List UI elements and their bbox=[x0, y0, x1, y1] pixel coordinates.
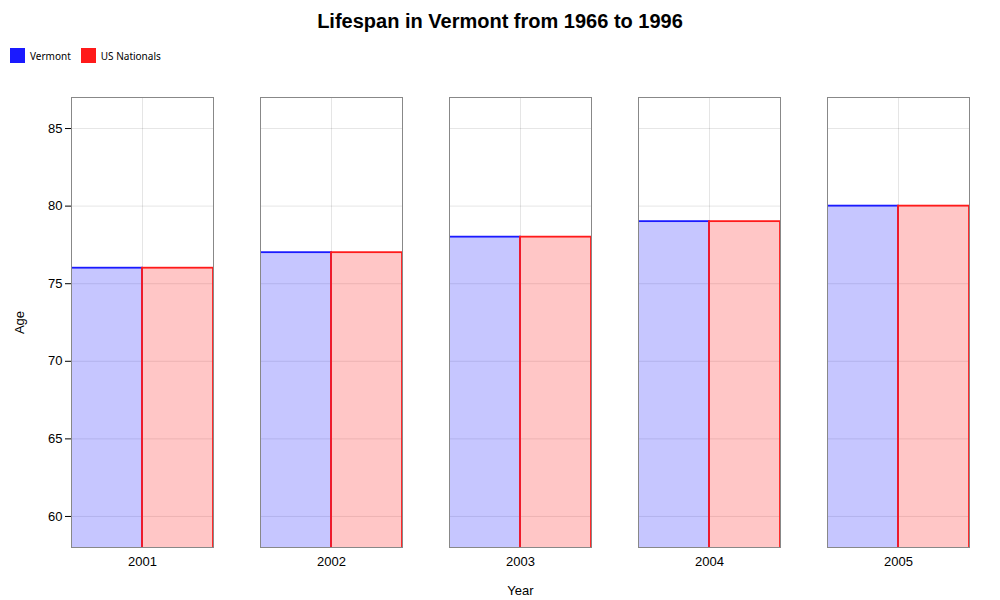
svg-text:2003: 2003 bbox=[506, 554, 535, 569]
svg-text:Age: Age bbox=[12, 311, 27, 334]
svg-text:2002: 2002 bbox=[317, 554, 346, 569]
svg-text:2001: 2001 bbox=[128, 554, 157, 569]
svg-text:2005: 2005 bbox=[884, 554, 913, 569]
html-text:Vermont: Vermont bbox=[30, 48, 71, 63]
svg-text:65: 65 bbox=[48, 431, 62, 446]
svg-text:85: 85 bbox=[48, 121, 62, 136]
svg-text:80: 80 bbox=[48, 198, 62, 213]
svg-text:75: 75 bbox=[48, 276, 62, 291]
svg-text:70: 70 bbox=[48, 353, 62, 368]
html-text:US Nationals: US Nationals bbox=[100, 48, 161, 63]
svg-text:Year: Year bbox=[507, 583, 534, 598]
html-text:Lifespan in Vermont from 1966: Lifespan in Vermont from 1966 to 1996 bbox=[317, 10, 683, 32]
svg-text:2004: 2004 bbox=[695, 554, 724, 569]
svg-text:60: 60 bbox=[48, 509, 62, 524]
